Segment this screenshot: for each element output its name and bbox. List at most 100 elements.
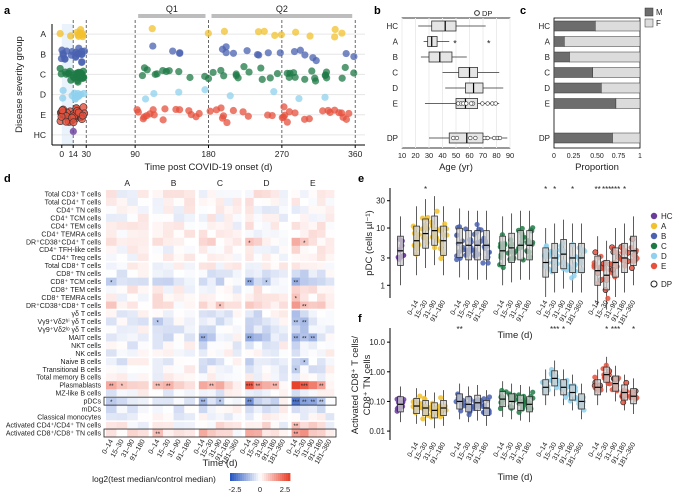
heat-cell	[215, 245, 225, 255]
y-tick-label-HC: HC	[34, 130, 46, 140]
point-C	[286, 69, 294, 77]
row-label-A: A	[545, 38, 551, 47]
heat-cell	[308, 421, 318, 430]
point-E	[229, 106, 237, 115]
significance-star: **	[302, 305, 307, 311]
heat-cell	[173, 261, 185, 270]
row-label: CD8⁺ TCM cells	[50, 279, 101, 286]
significance-E: ***	[611, 325, 620, 334]
legend-tick: -2.5	[229, 485, 242, 494]
heat-cell	[116, 373, 128, 382]
significance-star: **	[155, 384, 160, 390]
heat-cell	[163, 381, 174, 390]
heat-cell	[224, 405, 234, 414]
row-label: CD8⁺ TEM cells	[51, 287, 102, 294]
heat-cell	[317, 373, 326, 382]
heat-cell	[232, 421, 242, 430]
heat-cell	[308, 237, 318, 247]
heat-cell	[291, 213, 301, 223]
point-A	[338, 29, 346, 37]
significance-star: **	[294, 336, 299, 342]
heat-cell	[232, 429, 242, 438]
x-tick-label: 10	[398, 151, 406, 160]
heat-cell	[163, 205, 174, 215]
heat-cell	[325, 389, 335, 398]
heat-cell	[198, 317, 208, 326]
heat-cell	[173, 349, 185, 358]
point-E	[291, 109, 299, 117]
heat-cell	[152, 349, 164, 358]
heat-cell	[198, 245, 208, 255]
heat-cell	[317, 381, 326, 390]
row-label: CD8⁺ TEMRA cells	[41, 295, 101, 302]
y-tick-label: 30	[376, 197, 385, 206]
heat-cell	[317, 245, 326, 255]
heat-cell	[245, 237, 254, 247]
row-label: DR⁺CD38⁺CD8⁺ T cells	[26, 303, 102, 310]
heat-cell	[245, 333, 254, 342]
significance-star: *	[219, 305, 222, 311]
y-tick-label: 1.00	[369, 368, 385, 377]
legend-gradient	[276, 473, 279, 481]
point-B	[243, 47, 251, 55]
heat-cell	[224, 365, 234, 374]
heat-cell	[308, 213, 318, 223]
heat-cell	[232, 285, 242, 294]
heat-cell	[137, 205, 149, 215]
heat-cell	[127, 405, 139, 414]
heat-cell	[291, 381, 301, 390]
heat-cell	[184, 301, 196, 310]
point-B	[309, 54, 317, 62]
heat-cell	[198, 397, 208, 406]
heat-cell	[308, 381, 318, 390]
heat-cell	[232, 325, 242, 334]
period-label-Q2: Q2	[276, 4, 288, 14]
heat-cell	[106, 325, 117, 334]
heat-cell	[207, 190, 217, 199]
point-D	[270, 88, 278, 96]
legend-gradient	[252, 473, 255, 481]
dp-point	[464, 101, 469, 106]
heat-cell	[137, 269, 149, 278]
heat-cell	[163, 429, 174, 438]
significance-star: *	[110, 281, 113, 287]
heat-cell	[215, 317, 225, 326]
heat-cell	[253, 213, 263, 223]
group-header-A: A	[124, 178, 130, 188]
heat-cell	[262, 325, 271, 334]
heat-cell	[253, 317, 263, 326]
heat-cell	[245, 317, 254, 326]
point-A	[431, 245, 438, 251]
heat-cell	[317, 413, 326, 422]
point-C	[257, 64, 265, 72]
bar-F-E	[615, 98, 641, 109]
point-C	[301, 75, 309, 83]
y-axis-title: Disease severity group	[14, 36, 25, 133]
row-label-C: C	[392, 69, 398, 78]
point-E	[69, 118, 78, 127]
dp-point	[492, 135, 497, 141]
x-axis-title: Time post COVID-19 onset (d)	[145, 162, 273, 173]
row-label-D: D	[392, 84, 398, 93]
heat-cell	[245, 341, 254, 350]
point-E	[206, 107, 214, 115]
x-axis-title: Age (yr)	[439, 162, 473, 173]
point-A	[434, 208, 440, 214]
heat-cell	[173, 373, 185, 382]
heat-cell	[300, 429, 309, 438]
heat-cell	[137, 285, 149, 294]
heat-cell	[245, 373, 254, 382]
heat-cell	[270, 381, 280, 390]
heat-cell	[207, 405, 217, 414]
point-A	[271, 31, 279, 40]
heat-cell	[325, 269, 335, 278]
x-tick-label: 80	[492, 151, 500, 160]
heat-cell	[116, 205, 128, 215]
heat-cell	[253, 245, 263, 255]
heat-cell	[317, 333, 326, 342]
heat-cell	[184, 277, 196, 286]
heat-cell	[116, 397, 128, 406]
heat-cell	[152, 389, 164, 398]
heat-cell	[279, 261, 288, 270]
heat-cell	[317, 269, 326, 278]
